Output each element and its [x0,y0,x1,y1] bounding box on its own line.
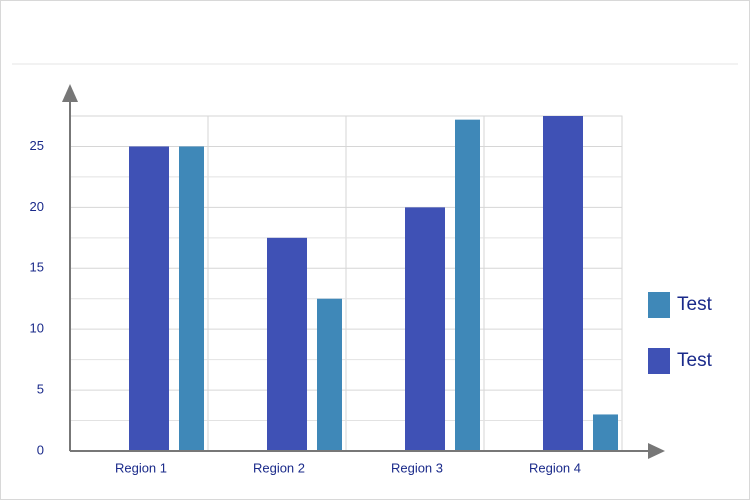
y-tick-label: 0 [37,442,44,457]
bar [267,237,307,451]
x-tick-label: Region 1 [115,460,167,475]
bar [317,298,342,451]
legend-swatch [648,292,670,318]
bar [129,146,169,452]
y-tick-label: 25 [30,138,44,153]
legend-swatch [648,348,670,374]
legend-label: Test [677,294,713,315]
x-axis-arrow [648,443,665,459]
bar [405,207,445,451]
x-tick-label: Region 3 [391,460,443,475]
plot [129,116,618,452]
x-tick-label: Region 2 [253,460,305,475]
y-tick-label: 10 [30,321,44,336]
y-tick-label: 20 [30,199,44,214]
y-tick-label: 5 [37,382,44,397]
y-tick-label: 15 [30,260,44,275]
bar [455,119,480,452]
y-axis-arrow [62,84,78,102]
bar [593,414,618,451]
x-tick-label: Region 4 [529,460,581,475]
bar [179,146,204,452]
bar [543,116,583,451]
legend-label: Test [677,350,713,371]
